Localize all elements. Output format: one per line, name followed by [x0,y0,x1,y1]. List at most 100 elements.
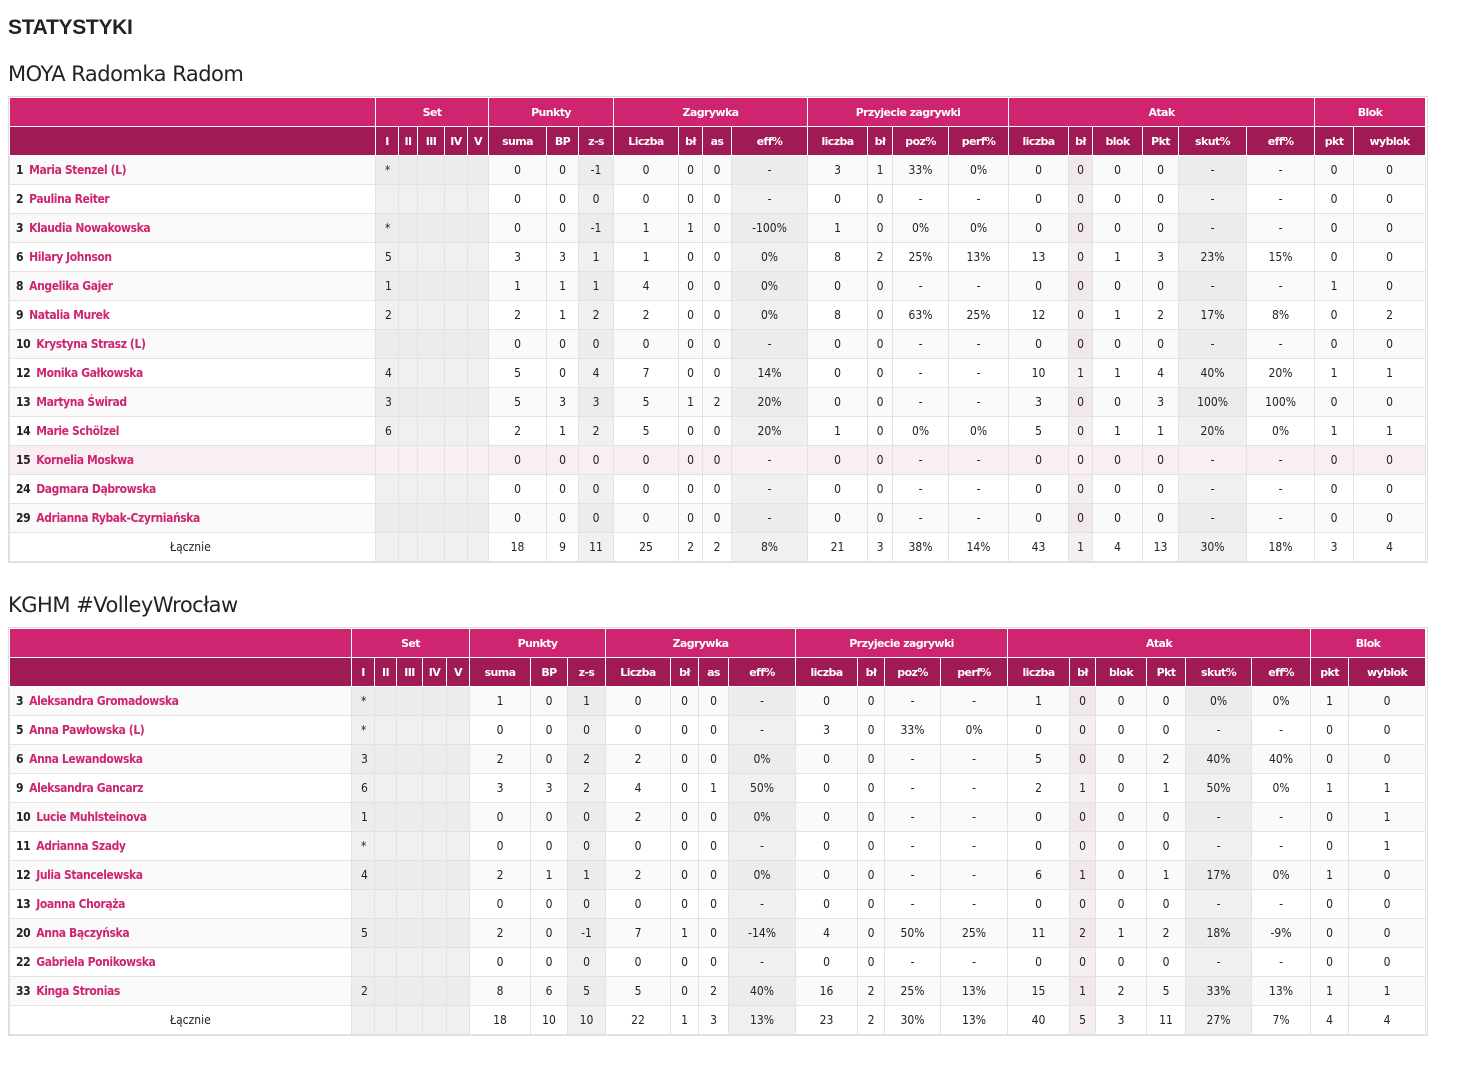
column-header[interactable]: suma [469,657,531,687]
stat-cell: - [1246,503,1316,533]
player-link[interactable]: Monika Gałkowska [36,366,143,380]
player-link[interactable]: Aleksandra Gancarz [29,781,144,795]
set-cell [396,744,423,774]
column-header[interactable]: blok [1092,126,1144,156]
column-header[interactable]: bł [1069,657,1097,687]
player-number: 13 [16,897,31,911]
set-cell [444,445,468,475]
stat-cell: 0 [678,184,703,214]
set-cell [446,831,470,861]
total-cell: 13% [940,1005,1009,1035]
column-header[interactable]: Liczba [605,657,671,687]
set-cell: * [351,686,375,716]
column-header[interactable]: Pkt [1142,126,1180,156]
column-header[interactable]: bł [678,126,703,156]
player-link[interactable]: Maria Stenzel (L) [29,163,127,177]
column-header[interactable]: Pkt [1146,657,1187,687]
column-header[interactable]: skut% [1185,657,1253,687]
column-header[interactable]: Liczba [613,126,679,156]
column-header[interactable]: eff% [1251,657,1312,687]
player-link[interactable]: Marie Schölzel [36,424,120,438]
column-header[interactable]: III [417,126,445,156]
stat-cell: 25% [884,976,942,1006]
column-header[interactable]: I [351,657,375,687]
stat-cell: - [940,744,1009,774]
stat-cell: 1 [1092,358,1144,388]
column-header[interactable]: II [398,126,418,156]
stat-cell: 0 [867,387,894,417]
player-link[interactable]: Anna Bączyńska [36,926,130,940]
stat-cell: 3 [1008,387,1070,417]
player-link[interactable]: Martyna Świrad [36,395,127,409]
set-cell [396,889,423,919]
column-header[interactable]: I [375,126,399,156]
stat-cell: 0 [578,474,614,504]
player-link[interactable]: Natalia Murek [29,308,110,322]
column-header[interactable]: liczba [795,657,859,687]
player-link[interactable]: Klaudia Nowakowska [29,221,151,235]
column-header[interactable]: eff% [730,126,809,156]
column-header[interactable]: z-s [567,657,606,687]
column-header[interactable]: wyblok [1348,657,1427,687]
column-header[interactable]: as [702,126,732,156]
stat-cell: - [1178,503,1248,533]
player-link[interactable]: Adrianna Rybak-Czyrniańska [36,511,200,525]
column-header[interactable]: bł [867,126,894,156]
column-header[interactable]: IV [444,126,468,156]
player-link[interactable]: Krystyna Strasz (L) [36,337,146,351]
stat-cell: 1 [1353,358,1427,388]
player-link[interactable]: Julia Stancelewska [36,868,143,882]
player-link[interactable]: Kornelia Moskwa [36,453,134,467]
column-header[interactable]: blok [1095,657,1148,687]
column-header[interactable]: V [446,657,470,687]
set-cell [398,300,418,330]
column-header[interactable]: bł [857,657,886,687]
column-header[interactable]: perf% [940,657,1009,687]
column-header[interactable]: suma [488,126,547,156]
player-link[interactable]: Gabriela Ponikowska [36,955,156,969]
player-link[interactable]: Anna Pawłowska (L) [29,723,145,737]
column-header[interactable]: pkt [1314,126,1355,156]
column-header[interactable]: z-s [578,126,614,156]
player-cell: 2 Paulina Reiter [9,184,376,214]
player-link[interactable]: Lucie Muhlsteinova [36,810,147,824]
player-number: 33 [16,984,31,998]
player-link[interactable]: Dagmara Dąbrowska [36,482,156,496]
column-header[interactable]: BP [530,657,568,687]
player-link[interactable]: Adrianna Szady [36,839,126,853]
column-header[interactable]: liczba [807,126,869,156]
column-header[interactable]: III [396,657,423,687]
column-header[interactable]: liczba [1008,126,1070,156]
stat-cell: 4 [795,918,859,948]
column-header[interactable]: wyblok [1353,126,1427,156]
column-header[interactable]: poz% [884,657,942,687]
column-header[interactable]: eff% [1246,126,1316,156]
column-header[interactable]: perf% [948,126,1010,156]
column-header[interactable]: bł [670,657,699,687]
column-header[interactable]: eff% [727,657,797,687]
column-header[interactable]: pkt [1310,657,1350,687]
column-header[interactable]: BP [546,126,579,156]
stat-cell: 0 [1095,860,1148,890]
player-link[interactable]: Anna Lewandowska [29,752,143,766]
player-link[interactable]: Paulina Reiter [29,192,110,206]
column-header[interactable]: poz% [892,126,950,156]
column-header[interactable]: as [698,657,729,687]
player-link[interactable]: Joanna Chorąża [36,897,125,911]
column-header[interactable]: liczba [1007,657,1071,687]
stat-cell: 8% [1246,300,1316,330]
column-header[interactable]: bł [1068,126,1094,156]
set-cell [396,831,423,861]
stat-cell: 0 [1146,686,1187,716]
column-header[interactable]: IV [422,657,447,687]
stat-cell: 1 [1314,358,1355,388]
column-header[interactable]: skut% [1178,126,1248,156]
stat-cell: 0 [698,802,729,832]
column-header[interactable]: V [467,126,489,156]
column-header[interactable]: II [374,657,397,687]
player-link[interactable]: Kinga Stronias [36,984,120,998]
stat-cell: - [1246,329,1316,359]
player-link[interactable]: Hilary Johnson [29,250,112,264]
player-link[interactable]: Angelika Gajer [29,279,113,293]
player-link[interactable]: Aleksandra Gromadowska [29,694,179,708]
